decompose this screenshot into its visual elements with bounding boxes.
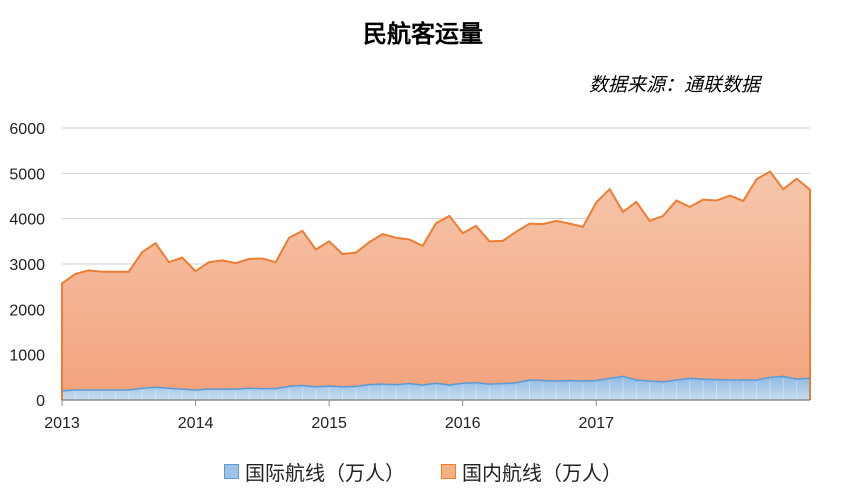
chart-title: 民航客运量 — [363, 20, 483, 48]
y-tick-label: 2000 — [9, 302, 45, 319]
series-domestic-line — [61, 170, 811, 400]
legend-label-domestic: 国内航线（万人） — [462, 461, 622, 485]
series-international-area — [62, 376, 810, 400]
x-tick-label: 2013 — [44, 415, 80, 432]
legend-label-international: 国际航线（万人） — [245, 461, 405, 485]
y-tick-label: 3000 — [9, 257, 45, 274]
y-tick-label: 4000 — [9, 212, 45, 229]
y-tick-label: 1000 — [9, 348, 45, 365]
x-tick-label: 2017 — [578, 415, 614, 432]
series-international-line — [61, 375, 811, 392]
legend-swatch-domestic — [441, 464, 456, 479]
y-tick-label: 5000 — [9, 166, 45, 183]
y-tick-label: 0 — [36, 393, 45, 410]
legend-item-domestic[interactable]: 国内航线（万人） — [441, 457, 622, 486]
legend: 国际航线（万人） 国内航线（万人） — [0, 457, 846, 486]
series-domestic-area — [62, 171, 810, 400]
x-tick-label: 2016 — [445, 415, 481, 432]
legend-item-international[interactable]: 国际航线（万人） — [224, 457, 405, 486]
x-tick-label: 2014 — [178, 415, 214, 432]
x-tick-label: 2015 — [311, 415, 347, 432]
legend-swatch-international — [224, 464, 239, 479]
source-note: 数据来源：通联数据 — [588, 74, 760, 96]
y-tick-label: 6000 — [9, 121, 45, 138]
